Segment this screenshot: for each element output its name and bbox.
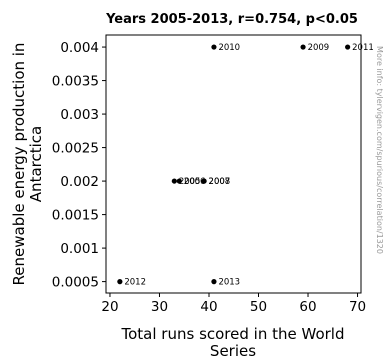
y-tick-label: 0.004: [60, 40, 99, 56]
y-axis-label-line-2: Antarctica: [27, 126, 45, 202]
data-label-2012: 2012: [124, 278, 146, 288]
y-tick-label: 0.002: [60, 174, 99, 190]
data-point-2012: [117, 279, 123, 285]
plot-frame: [105, 34, 362, 294]
data-point-2006: [176, 178, 182, 184]
data-point-2010: [211, 44, 217, 50]
y-tick-label: 0.001: [60, 241, 99, 257]
x-tick-label: 60: [299, 299, 316, 315]
data-label-2008: 2008: [209, 177, 231, 187]
data-label-2011: 2011: [352, 43, 374, 53]
x-axis-label-line-1: Total runs scored in the World: [121, 325, 345, 343]
y-tick-label: 0.0035: [52, 74, 99, 90]
y-axis-label-line-1: Renewable energy production in: [10, 43, 28, 286]
x-tick-label: 30: [151, 299, 168, 315]
x-axis: 20 30 40 50 60 70: [101, 293, 366, 315]
x-tick-label: 40: [200, 299, 217, 315]
data-point-2011: [345, 44, 351, 50]
data-point-2008: [201, 178, 207, 184]
chart-title: Years 2005-2013, r=0.754, p<0.05: [105, 12, 358, 27]
y-tick-label: 0.0005: [52, 275, 99, 291]
data-label-2005: 2005: [179, 177, 201, 187]
data-point-2013: [211, 279, 217, 285]
y-tick-label: 0.003: [60, 107, 99, 123]
y-axis: 0.0005 0.001 0.0015 0.002 0.0025 0.003 0.0035 0…: [52, 40, 106, 291]
x-axis-label-line-2: Series: [210, 342, 256, 358]
y-tick-label: 0.0015: [52, 208, 99, 224]
x-tick-label: 20: [101, 299, 118, 315]
data-label-2010: 2010: [218, 43, 240, 53]
x-tick-label: 50: [250, 299, 267, 315]
data-label-2013: 2013: [218, 278, 240, 288]
source-note: More info: tylervigen.com/spurious/corre…: [375, 46, 384, 254]
x-tick-label: 70: [349, 299, 366, 315]
data-point-2009: [300, 44, 306, 50]
y-tick-label: 0.0025: [52, 141, 99, 157]
data-label-2009: 2009: [308, 43, 330, 53]
data-label-2007: 2007: [209, 177, 231, 187]
data-label-2006: 2006: [184, 177, 206, 187]
data-point-2005: [171, 178, 177, 184]
